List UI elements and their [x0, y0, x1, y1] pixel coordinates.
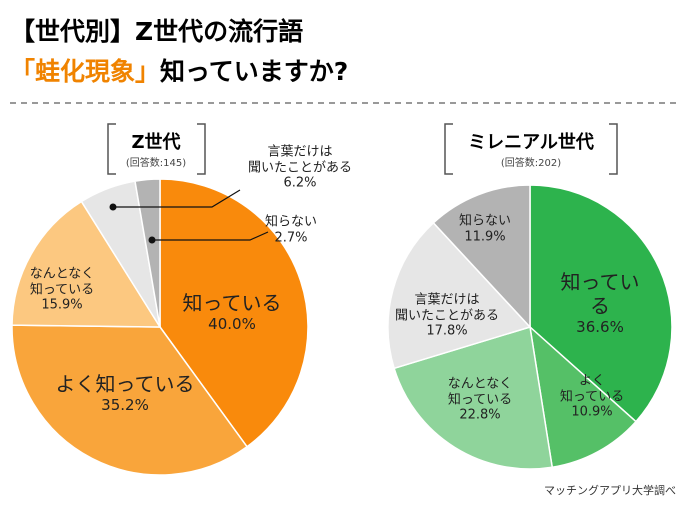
slice-label: 知っている 36.6% — [555, 270, 645, 336]
pie-slice — [11, 324, 249, 476]
subtitle: 知っていますか? — [160, 57, 349, 86]
title-bracket — [107, 123, 206, 175]
value-label: 2.7% — [274, 230, 308, 245]
value-label: 22.8% — [459, 407, 501, 423]
slice-label: 知っている 40.0% — [183, 291, 282, 333]
slice-label: 知らない 2.7% — [265, 214, 317, 245]
slice-label: 知らない 11.9% — [459, 213, 511, 244]
category-label: 知っている — [560, 270, 640, 318]
pie-slice — [159, 178, 309, 448]
slice-label: 言葉だけは 聞いたことがある 6.2% — [248, 145, 352, 192]
value-label: 17.8% — [426, 323, 468, 339]
pie-slice — [432, 184, 531, 329]
value-label: 11.9% — [464, 229, 506, 244]
pie-title-text: Z世代 — [131, 132, 181, 153]
category-label: 言葉だけは 聞いたことがある — [248, 144, 353, 176]
pie-slice — [134, 178, 161, 328]
highlight: 「蛙化現象」 — [10, 57, 161, 86]
pie-subtitle: (回答数:145) — [125, 158, 187, 169]
pie-slice — [529, 184, 673, 423]
title: 【世代別】Z世代の流行語 — [10, 17, 304, 46]
slice-label: なんとなく 知っている 22.8% — [448, 377, 513, 424]
value-label: 40.0% — [208, 315, 256, 333]
value-label: 35.2% — [101, 396, 149, 414]
category-label: なんとなく 知っている — [29, 266, 95, 298]
pie-title: Z世代 (回答数:145) — [126, 128, 186, 169]
category-label: よく知っている — [55, 372, 195, 396]
category-label: よく 知っている — [559, 373, 625, 405]
pie-slice — [393, 326, 554, 470]
value-label: 15.9% — [41, 297, 83, 313]
pie-slice — [387, 221, 532, 370]
pie-title: ミレニアル世代 (回答数:202) — [468, 128, 594, 169]
slice-label: よく 知っている 10.9% — [560, 374, 624, 421]
slice-label: 言葉だけは 聞いたことがある 17.8% — [395, 293, 499, 340]
category-label: 言葉だけは 聞いたことがある — [394, 292, 500, 324]
category-label: なんとなく 知っている — [447, 376, 513, 408]
pie-slice — [528, 325, 637, 469]
title-bracket — [444, 123, 618, 175]
leader-line — [113, 189, 241, 208]
category-label: 知っている — [182, 291, 282, 315]
subtitle-line: 「蛙化現象」知っていますか? — [10, 52, 348, 88]
leader-line — [152, 231, 269, 241]
value-label: 10.9% — [571, 404, 613, 420]
slice-label: よく知っている 35.2% — [56, 372, 195, 414]
source: マッチングアプリ大学調べ — [544, 483, 676, 497]
pie-slice — [11, 200, 162, 328]
slice-label: なんとなく 知っている 15.9% — [30, 267, 95, 314]
value-label: 6.2% — [283, 175, 317, 191]
pie-subtitle: (回答数:202) — [500, 158, 562, 169]
category-label: 知らない — [265, 214, 318, 230]
pie-title-text: ミレニアル世代 — [468, 132, 594, 153]
category-label: 知らない — [458, 213, 512, 229]
value-label: 36.6% — [576, 318, 624, 336]
